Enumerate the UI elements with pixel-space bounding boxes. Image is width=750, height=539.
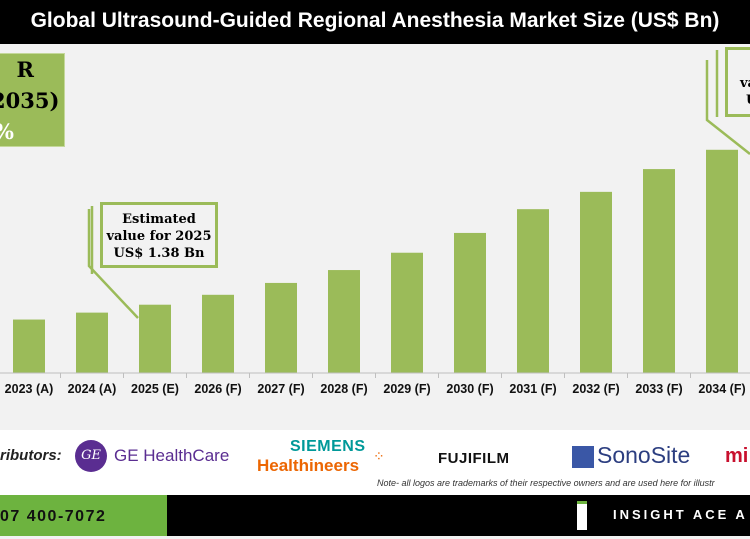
logo-mindray: mi (725, 445, 749, 467)
x-tick-label: 2024 (A) (68, 382, 117, 396)
callout-line: va (740, 76, 750, 91)
cagr-line: 2035) (0, 88, 60, 113)
bar-2023 (13, 319, 45, 373)
footer-brand-bar: INSIGHT ACE A (167, 495, 750, 536)
x-tick-label: 2023 (A) (5, 382, 54, 396)
callout-2025: Estimated value for 2025 US$ 1.38 Bn (100, 202, 218, 268)
footer-phone: 07 400-7072 (0, 495, 167, 536)
logo-sonosite: SonoSite (597, 442, 691, 468)
brand-name: INSIGHT ACE A (613, 507, 748, 522)
x-tick-label: 2031 (F) (509, 382, 556, 396)
x-tick-label: 2027 (F) (257, 382, 304, 396)
bar-2033 (643, 169, 675, 373)
x-tick-label: 2030 (F) (446, 382, 493, 396)
callout-line: Estimated (122, 212, 196, 227)
sonosite-icon (572, 446, 594, 468)
chart-title: Global Ultrasound-Guided Regional Anesth… (0, 0, 750, 44)
distributors-label: ributors: (0, 447, 62, 464)
bar-2028 (328, 270, 360, 373)
cagr-box: R 2035) % (0, 53, 65, 147)
cagr-line: % (0, 116, 64, 147)
logo-fujifilm: FUJIFILM (438, 450, 510, 467)
bar-2031 (517, 209, 549, 373)
x-tick-label: 2034 (F) (698, 382, 745, 396)
bar-2025 (139, 304, 171, 373)
callout-line: U (740, 92, 750, 109)
x-tick-label: 2033 (F) (635, 382, 682, 396)
callout-right: va U (725, 47, 750, 117)
bar-2026 (202, 294, 234, 373)
x-tick-label: 2026 (F) (194, 382, 241, 396)
x-tick-label: 2032 (F) (572, 382, 619, 396)
bar-2029 (391, 252, 423, 373)
x-tick-label: 2028 (F) (320, 382, 367, 396)
phone-number: 07 400-7072 (0, 508, 107, 525)
callout-line: value for 2025 (106, 229, 212, 244)
bar-chart: 2023 (A) 2024 (A) 2025 (E) 2026 (F) 2027 (F)… (0, 50, 750, 396)
insightace-logo-icon (577, 501, 587, 530)
x-tick-label: 2029 (F) (383, 382, 430, 396)
bar-2034 (706, 149, 738, 373)
trademark-note: Note- all logos are trademarks of their … (377, 478, 715, 488)
logo-siemens: SIEMENS (290, 438, 366, 455)
logo-healthineers: Healthineers (257, 456, 360, 475)
x-tick-label: 2025 (E) (131, 382, 179, 396)
distributors-strip: ributors: GE GE HealthCare SIEMENS Healt… (0, 430, 750, 495)
callout-right-leader (705, 60, 750, 155)
bar-2032 (580, 191, 612, 373)
callout-2025-leader (87, 209, 139, 319)
bar-2024 (76, 312, 108, 373)
healthineers-dots-icon: ⁘ (373, 448, 385, 464)
bar-2030 (454, 232, 486, 373)
logo-ge-healthcare: GE HealthCare (114, 446, 230, 465)
callout-line: US$ 1.38 Bn (113, 246, 205, 261)
ge-logo-icon: GE (75, 440, 107, 472)
bar-2027 (265, 282, 297, 373)
cagr-line: R (16, 57, 34, 82)
